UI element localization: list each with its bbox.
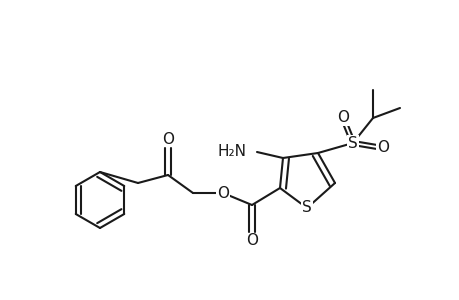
Text: O: O xyxy=(162,131,174,146)
Text: O: O xyxy=(336,110,348,125)
Text: O: O xyxy=(376,140,388,155)
Text: S: S xyxy=(347,136,357,151)
Text: S: S xyxy=(302,200,311,215)
Text: O: O xyxy=(217,185,229,200)
Text: O: O xyxy=(246,233,257,248)
Text: H₂N: H₂N xyxy=(218,145,246,160)
